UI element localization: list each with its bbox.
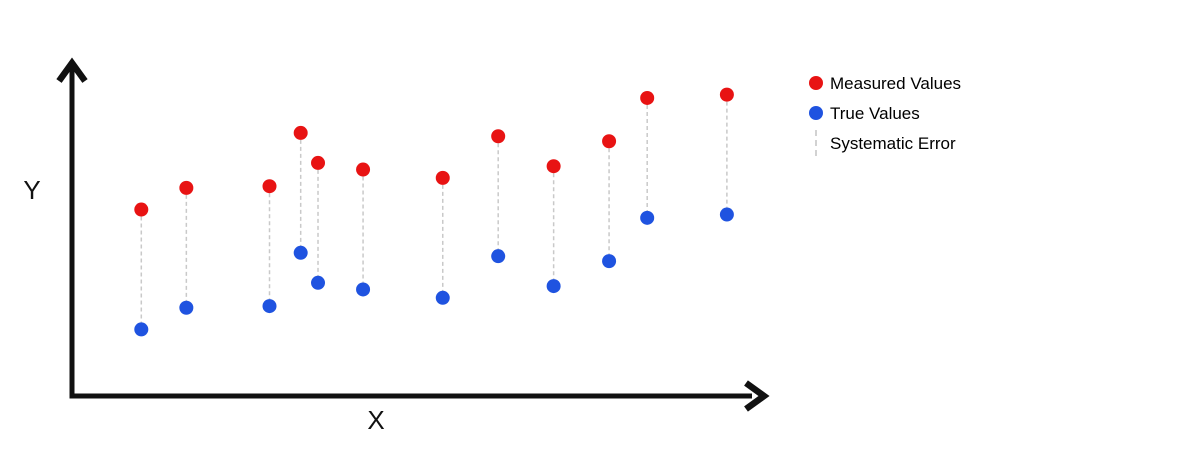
error-lines <box>140 94 728 330</box>
legend-label: True Values <box>830 103 920 123</box>
true-points <box>134 207 734 337</box>
true-point <box>640 210 655 225</box>
legend-item-true-values: True Values <box>809 98 961 128</box>
true-point <box>134 322 149 337</box>
systematic-error-dash-icon <box>815 130 817 156</box>
measured-points <box>134 87 734 217</box>
x-axis <box>69 380 770 412</box>
measured-point <box>262 179 277 194</box>
legend-label: Systematic Error <box>830 133 956 153</box>
true-point <box>293 245 308 260</box>
legend-item-systematic-error: Systematic Error <box>809 128 961 158</box>
y-axis-label: Y <box>23 175 41 205</box>
measured-point <box>640 90 655 105</box>
true-point <box>602 254 617 269</box>
measured-point <box>179 180 194 195</box>
x-axis-arrow-icon <box>744 380 770 412</box>
true-values-dot-icon <box>809 106 823 120</box>
legend: Measured Values True Values Systematic E… <box>809 68 961 158</box>
true-point <box>719 207 734 222</box>
measured-point <box>602 134 617 149</box>
y-axis-arrow-icon <box>56 57 88 83</box>
true-point <box>262 299 277 314</box>
measured-point <box>546 159 561 174</box>
measured-point <box>311 155 326 170</box>
measured-point <box>356 162 371 177</box>
measured-point <box>435 170 450 185</box>
measured-point <box>293 125 308 140</box>
true-point <box>311 275 326 290</box>
true-point <box>546 279 561 294</box>
measured-point <box>491 129 506 144</box>
legend-label: Measured Values <box>830 73 962 93</box>
true-point <box>179 300 194 315</box>
y-axis <box>56 57 88 399</box>
legend-item-measured-values: Measured Values <box>809 68 961 98</box>
x-axis-label: X <box>367 405 385 435</box>
true-point <box>435 290 450 305</box>
true-point <box>491 249 506 264</box>
measured-point <box>719 87 734 102</box>
measured-values-dot-icon <box>809 76 823 90</box>
true-point <box>356 282 371 297</box>
measured-point <box>134 202 149 217</box>
